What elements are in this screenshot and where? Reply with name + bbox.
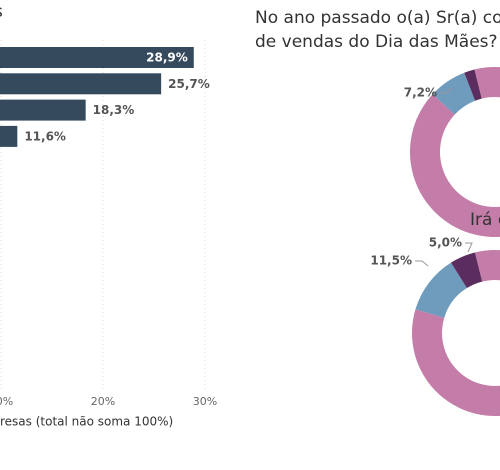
donut-slice bbox=[415, 262, 467, 318]
bar-value-label: 18,3% bbox=[93, 103, 135, 117]
donut-slice bbox=[451, 252, 483, 289]
leader-line bbox=[415, 260, 429, 267]
bar-value-label: 11,6% bbox=[24, 129, 66, 143]
x-tick-label: 20% bbox=[91, 395, 115, 408]
slice-label: 11,5% bbox=[370, 254, 412, 268]
x-tick-label: 30% bbox=[193, 395, 217, 408]
bar-value-label: 25,7% bbox=[168, 77, 210, 91]
leader-line bbox=[465, 242, 473, 253]
chart-title: No ano passado o(a) Sr(a) contra bbox=[255, 8, 500, 28]
slice-label: 5,0% bbox=[429, 236, 462, 250]
chart-title: s bbox=[0, 2, 3, 22]
chart-title: Irá c bbox=[470, 210, 500, 230]
bar bbox=[0, 73, 162, 95]
donut-slice bbox=[410, 67, 500, 237]
donut-slice bbox=[464, 69, 482, 101]
x-tick-label: 10% bbox=[0, 395, 13, 408]
chart-title: de vendas do Dia das Mães? bbox=[255, 32, 498, 52]
bar bbox=[0, 99, 86, 121]
bar-value-label: 28,9% bbox=[146, 51, 188, 65]
bar bbox=[0, 125, 18, 147]
bar bbox=[0, 47, 194, 68]
slice-label: 7,2% bbox=[404, 86, 437, 100]
donut-slice bbox=[412, 250, 500, 416]
donut-slice bbox=[432, 72, 476, 115]
leader-line bbox=[440, 87, 453, 94]
x-axis-label: resas (total não soma 100%) bbox=[0, 415, 173, 429]
